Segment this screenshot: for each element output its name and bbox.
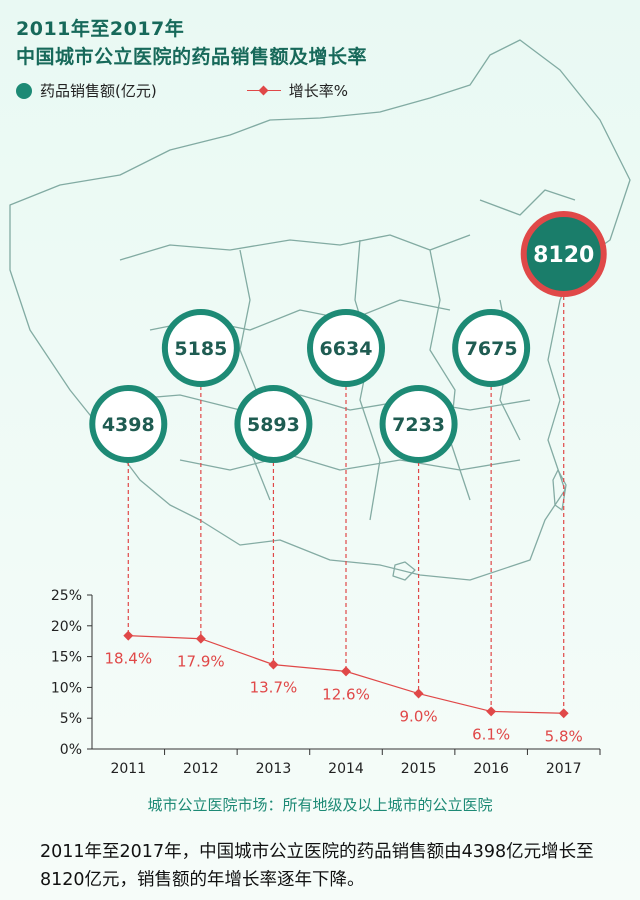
sales-bubble [379,385,458,463]
map-border-3 [239,249,271,501]
sales-bubbles: 4398 5185 5893 6634 7233 7675 8120 [89,211,607,463]
sales-value-label: 6634 [320,338,373,360]
sales-value-label: 5185 [174,338,227,360]
y-tick-label: 20% [51,619,82,635]
growth-value-label: 5.8% [545,727,583,745]
sales-value-label: 7675 [465,338,518,360]
x-tick-label: 2016 [473,761,509,777]
growth-value-label: 9.0% [400,708,438,726]
growth-point [268,659,279,670]
sales-bubble [307,309,385,387]
description: 2011年至2017年，中国城市公立医院的药品销售额由4398亿元增长至8120… [40,842,594,890]
growth-value-label: 17.9% [177,653,225,671]
sales-value-label: 4398 [102,414,155,436]
sales-bubble [161,309,240,387]
growth-point [341,666,351,677]
x-tick-label: 2013 [256,761,292,777]
growth-point [486,706,497,717]
x-tick-label: 2015 [401,761,437,777]
map-border-8 [479,189,576,216]
map-border-5 [429,249,471,501]
footnote: 城市公立医院市场：所有地级及以上城市的公立医院 [147,796,493,814]
legend-sales-marker [16,82,32,99]
x-tick-label: 2017 [546,761,582,777]
x-tick-label: 2011 [110,761,146,777]
x-tick-label: 2012 [183,761,219,777]
growth-value-label: 6.1% [472,725,510,743]
legend-growth-marker [246,85,281,97]
y-tick-label: 15% [51,650,82,666]
connectors [127,296,565,714]
map-border-6 [119,394,531,411]
map-island-hainan [392,561,416,581]
growth-point [558,708,569,719]
sales-value-label: 5893 [247,414,300,436]
legend: 药品销售额(亿元) 增长率% [16,80,348,101]
growth-value-label: 18.4% [104,650,152,668]
map-island-taiwan [552,469,567,511]
y-tick-label: 25% [51,588,82,604]
y-tick-label: 5% [60,711,82,727]
growth-point [195,633,206,644]
sales-bubble [234,385,313,463]
growth-value-label: 12.6% [322,685,370,703]
y-tick-label: 0% [60,742,82,758]
growth-point [413,688,424,699]
sales-bubble [89,385,168,463]
growth-point [123,630,134,641]
y-tick-label: 10% [51,680,82,696]
legend-growth-label: 增长率% [288,82,348,100]
sales-bubble [452,309,531,387]
map-outline [9,39,631,581]
growth-value-label: 13.7% [250,679,298,697]
chart-title-line1: 2011年至2017年 [16,18,185,40]
axes: 0% 5% 10% 15% 20% 25% 2011 2012 2013 2014 2015 2016… [51,588,601,777]
sales-bubble-highlight [520,211,607,297]
map-border-1 [119,234,471,261]
chart-title-line2: 中国城市公立医院的药品销售额及增长率 [16,46,368,68]
sales-value-label: 8120 [533,243,594,268]
map-border-7 [179,454,521,471]
legend-sales-label: 药品销售额(亿元) [40,82,157,100]
growth-line: 18.4% 17.9% 13.7% 12.6% 9.0% 6.1% 5.8% [104,630,583,745]
sales-value-label: 7233 [392,414,445,436]
map-background [9,39,631,581]
x-tick-label: 2014 [328,761,364,777]
